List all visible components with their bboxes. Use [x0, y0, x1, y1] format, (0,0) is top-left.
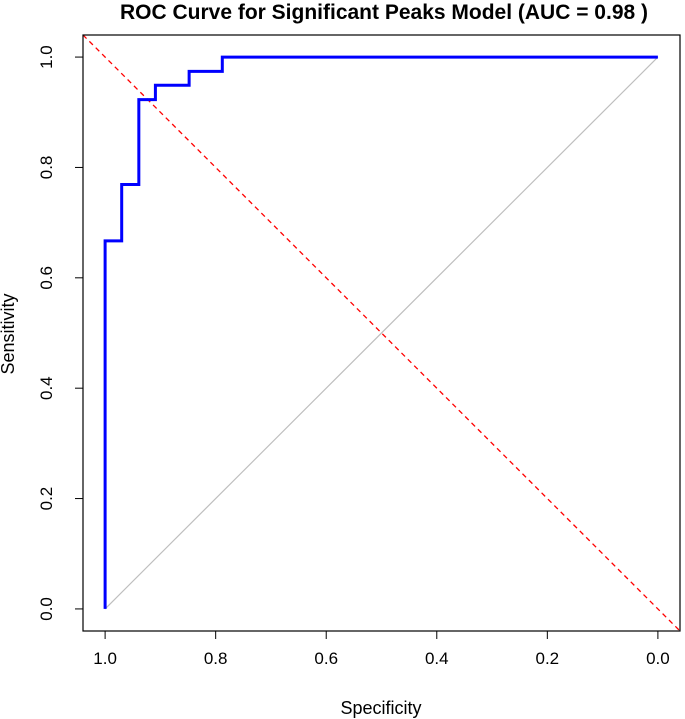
x-tick-label: 0.6: [314, 649, 338, 668]
y-tick-label: 0.2: [37, 487, 56, 511]
y-tick-label: 1.0: [37, 45, 56, 69]
series-group: [83, 35, 680, 631]
y-tick-label: 0.0: [37, 597, 56, 621]
y-axis-label: Sensitivity: [0, 293, 18, 374]
plot-frame: [82, 34, 681, 632]
x-tick-label: 1.0: [93, 649, 117, 668]
roc-curve-line: [103, 55, 658, 609]
x-tick-label: 0.4: [425, 649, 449, 668]
y-tick-label: 0.4: [37, 376, 56, 400]
reference-diagonal-line: [104, 56, 659, 610]
y-tick-label: 0.8: [37, 156, 56, 180]
dashed-reference-line: [83, 35, 680, 631]
x-tick-label: 0.0: [646, 649, 670, 668]
x-tick-label: 0.8: [204, 649, 228, 668]
x-tick-label: 0.2: [536, 649, 560, 668]
y-tick-label: 0.6: [37, 266, 56, 290]
x-axis-label: Specificity: [340, 698, 421, 718]
plot-area: 1.0 0.8 0.6 0.4 0.2 0.0 0.0 0.2 0.4 0.6 0.8 1.0: [37, 34, 681, 668]
chart-title: ROC Curve for Significant Peaks Model (A…: [120, 1, 648, 24]
